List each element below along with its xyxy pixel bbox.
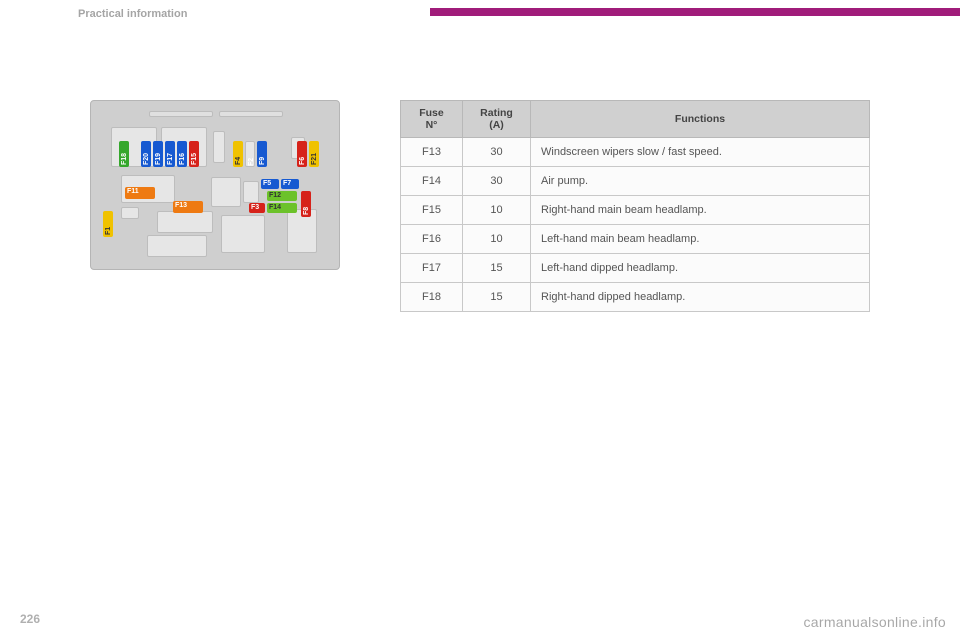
- cell-rating: 10: [463, 225, 531, 254]
- diagram-block: [121, 207, 139, 219]
- diagram-block: [147, 235, 207, 257]
- col-header-line2: N°: [409, 119, 454, 131]
- fuse-label: F14: [269, 204, 281, 211]
- fuse-f9: F9: [257, 141, 267, 167]
- section-title: Practical information: [78, 8, 187, 20]
- fuse-f21: F21: [309, 141, 319, 167]
- fuse-label: F15: [191, 153, 198, 165]
- col-header-line1: Fuse: [409, 107, 454, 119]
- fuse-f7: F7: [281, 179, 299, 189]
- diagram-guide-bar: [219, 111, 283, 117]
- cell-fuse: F14: [401, 167, 463, 196]
- cell-function: Air pump.: [531, 167, 870, 196]
- col-header-rating: Rating(A): [463, 101, 531, 138]
- table-row: F1430Air pump.: [401, 167, 870, 196]
- fuse-f13: F13: [173, 201, 203, 213]
- cell-function: Right-hand main beam headlamp.: [531, 196, 870, 225]
- diagram-block: [213, 131, 225, 163]
- fuse-f15: F15: [189, 141, 199, 167]
- diagram-block: [157, 211, 213, 233]
- fuse-label: F21: [311, 153, 318, 165]
- manual-page: Practical information F18F20F19F17F16F15…: [0, 0, 960, 640]
- accent-bar: [430, 8, 960, 16]
- cell-rating: 10: [463, 196, 531, 225]
- fuse-label: F20: [143, 153, 150, 165]
- cell-rating: 15: [463, 254, 531, 283]
- fuse-f3: F3: [249, 203, 265, 213]
- fuse-f12: F12: [267, 191, 297, 201]
- fuse-f8: F8: [301, 191, 311, 217]
- watermark-text: carmanualsonline.info: [804, 614, 947, 630]
- diagram-block: [221, 215, 265, 253]
- cell-rating: 30: [463, 167, 531, 196]
- fuse-f16: F16: [177, 141, 187, 167]
- table-row: F1610Left-hand main beam headlamp.: [401, 225, 870, 254]
- cell-rating: 30: [463, 138, 531, 167]
- fuse-label: F8: [303, 207, 310, 215]
- fuse-f20: F20: [141, 141, 151, 167]
- fuse-label: F12: [269, 192, 281, 199]
- cell-rating: 15: [463, 283, 531, 312]
- fuse-label: F9: [259, 157, 266, 165]
- fuse-label: F7: [283, 180, 291, 187]
- fuse-label: F13: [175, 202, 187, 209]
- fuse-table: FuseN°Rating(A)FunctionsF1330Windscreen …: [400, 100, 870, 312]
- table-row: F1510Right-hand main beam headlamp.: [401, 196, 870, 225]
- cell-function: Right-hand dipped headlamp.: [531, 283, 870, 312]
- fuse-label: F3: [251, 204, 259, 211]
- fuse-f5: F5: [261, 179, 279, 189]
- col-header-line2: (A): [471, 119, 522, 131]
- fuse-label: F18: [121, 153, 128, 165]
- fuse-f6: F6: [297, 141, 307, 167]
- cell-function: Left-hand dipped headlamp.: [531, 254, 870, 283]
- fuse-label: F5: [263, 180, 271, 187]
- col-header-fuse: FuseN°: [401, 101, 463, 138]
- fuse-label: F4: [235, 157, 242, 165]
- page-number: 226: [20, 612, 40, 626]
- fuse-label: F6: [299, 157, 306, 165]
- cell-function: Left-hand main beam headlamp.: [531, 225, 870, 254]
- diagram-block: [211, 177, 241, 207]
- fusebox-diagram: F18 F20 F19 F17 F16 F15 F4 F2 F9 F6 F21 F11 F1 F13 F5 F…: [90, 100, 340, 270]
- col-header-fn: Functions: [531, 101, 870, 138]
- cell-fuse: F16: [401, 225, 463, 254]
- fuse-f1: F1: [103, 211, 113, 237]
- table-row: F1330Windscreen wipers slow / fast speed…: [401, 138, 870, 167]
- cell-fuse: F18: [401, 283, 463, 312]
- table-row: F1715Left-hand dipped headlamp.: [401, 254, 870, 283]
- fuse-f2: F2: [245, 141, 255, 167]
- cell-fuse: F15: [401, 196, 463, 225]
- fuse-f4: F4: [233, 141, 243, 167]
- fuse-label: F2: [248, 158, 255, 166]
- table-row: F1815Right-hand dipped headlamp.: [401, 283, 870, 312]
- cell-fuse: F13: [401, 138, 463, 167]
- fuse-label: F16: [179, 153, 186, 165]
- fuse-f11: F11: [125, 187, 155, 199]
- cell-fuse: F17: [401, 254, 463, 283]
- cell-function: Windscreen wipers slow / fast speed.: [531, 138, 870, 167]
- fuse-label: F17: [167, 153, 174, 165]
- fuse-f14: F14: [267, 203, 297, 213]
- diagram-block: [243, 181, 259, 203]
- fuse-f17: F17: [165, 141, 175, 167]
- col-header-line1: Functions: [539, 113, 861, 125]
- fuse-label: F19: [155, 153, 162, 165]
- diagram-guide-bar: [149, 111, 213, 117]
- fuse-f18: F18: [119, 141, 129, 167]
- fuse-label: F1: [105, 227, 112, 235]
- col-header-line1: Rating: [471, 107, 522, 119]
- fuse-f19: F19: [153, 141, 163, 167]
- fuse-label: F11: [127, 188, 139, 195]
